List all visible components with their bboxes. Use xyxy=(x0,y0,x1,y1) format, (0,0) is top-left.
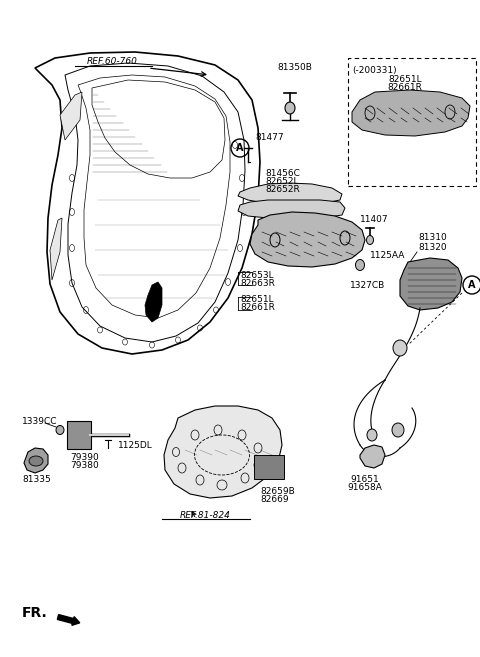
Bar xyxy=(348,58,476,186)
Text: 1125AA: 1125AA xyxy=(370,252,406,260)
Text: FR.: FR. xyxy=(22,606,48,620)
Text: 82669: 82669 xyxy=(260,495,288,505)
Ellipse shape xyxy=(367,429,377,441)
Polygon shape xyxy=(60,92,82,140)
Text: 82652L: 82652L xyxy=(265,177,299,187)
FancyBboxPatch shape xyxy=(254,455,284,479)
Text: 81335: 81335 xyxy=(22,476,51,484)
Polygon shape xyxy=(164,406,282,498)
Text: REF.60-760: REF.60-760 xyxy=(86,58,137,66)
Text: 82651L: 82651L xyxy=(240,296,274,304)
Polygon shape xyxy=(400,258,462,310)
Text: (-200331): (-200331) xyxy=(352,66,396,75)
Text: 81456C: 81456C xyxy=(265,170,300,179)
Polygon shape xyxy=(360,445,385,468)
Text: 82663R: 82663R xyxy=(240,279,275,288)
Text: 91651: 91651 xyxy=(350,476,379,484)
Text: 82652R: 82652R xyxy=(265,185,300,194)
Ellipse shape xyxy=(29,456,43,466)
Text: 81320: 81320 xyxy=(418,242,446,252)
Text: 82651L: 82651L xyxy=(388,76,422,85)
Text: 82661R: 82661R xyxy=(240,304,275,313)
Text: 91658A: 91658A xyxy=(348,484,383,493)
Text: 82659B: 82659B xyxy=(260,487,295,497)
Text: 82661R: 82661R xyxy=(387,83,422,93)
Polygon shape xyxy=(145,282,162,322)
Text: 1327CB: 1327CB xyxy=(350,281,385,290)
Text: 81350B: 81350B xyxy=(277,64,312,72)
Polygon shape xyxy=(50,218,62,280)
Polygon shape xyxy=(250,212,365,267)
FancyArrow shape xyxy=(57,614,80,625)
Text: 82653L: 82653L xyxy=(240,271,274,279)
Ellipse shape xyxy=(56,426,64,434)
Polygon shape xyxy=(238,183,342,205)
Text: A: A xyxy=(236,143,244,153)
Text: 81477: 81477 xyxy=(255,133,284,143)
Polygon shape xyxy=(24,448,48,473)
Ellipse shape xyxy=(393,340,407,356)
Ellipse shape xyxy=(285,102,295,114)
Text: 79390: 79390 xyxy=(70,453,99,463)
Ellipse shape xyxy=(392,423,404,437)
Text: REF.81-824: REF.81-824 xyxy=(180,510,230,520)
Text: 79380: 79380 xyxy=(70,461,99,470)
Text: 81310: 81310 xyxy=(418,233,447,242)
Polygon shape xyxy=(238,200,345,218)
FancyBboxPatch shape xyxy=(67,421,91,449)
Text: 1339CC: 1339CC xyxy=(22,417,58,426)
Text: A: A xyxy=(468,280,476,290)
Ellipse shape xyxy=(356,260,364,271)
Polygon shape xyxy=(352,90,470,136)
Ellipse shape xyxy=(367,235,373,244)
Text: 11407: 11407 xyxy=(360,215,389,225)
Text: 1125DL: 1125DL xyxy=(118,440,153,449)
